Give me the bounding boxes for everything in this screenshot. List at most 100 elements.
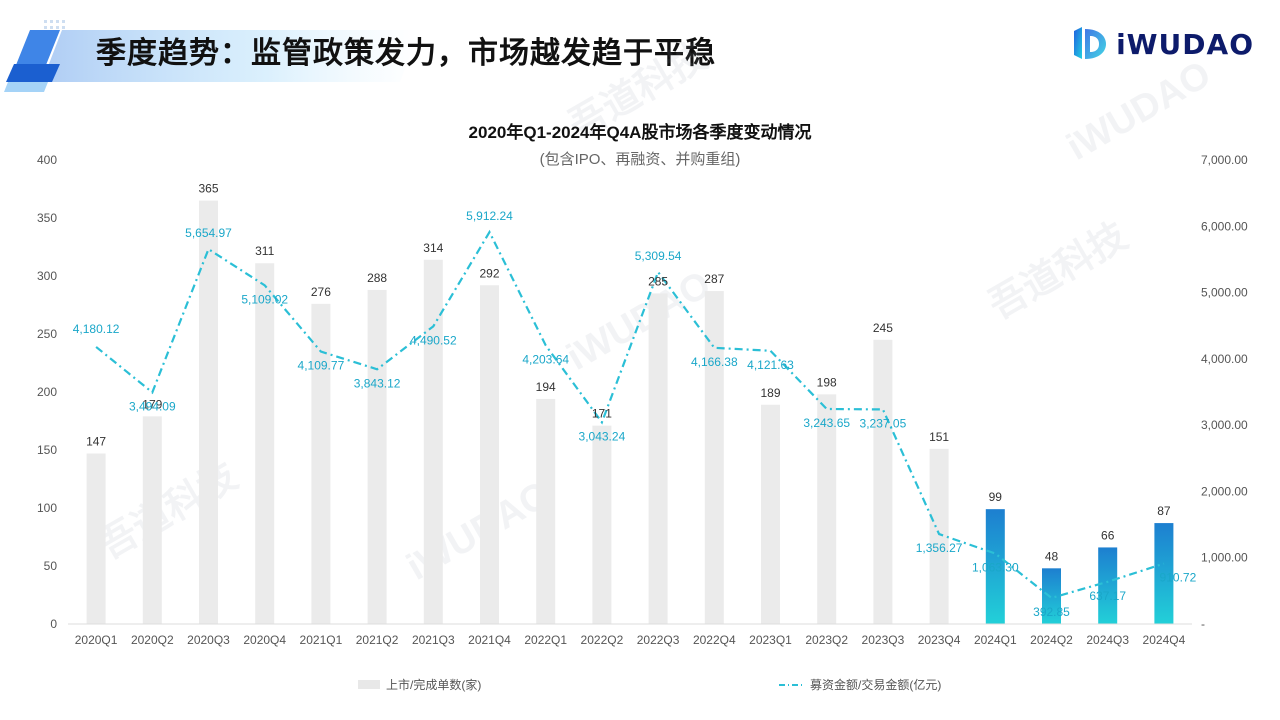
y-right-tick-label: 6,000.00 <box>1201 219 1248 233</box>
header-band: 季度趋势：监管政策发力，市场越发趋于平稳 iWUDAO <box>0 0 1280 100</box>
x-tick-label: 2021Q2 <box>356 633 399 647</box>
bar <box>142 416 162 624</box>
line-value-label: 3,237.05 <box>860 416 907 430</box>
bar-value-label: 365 <box>198 182 218 196</box>
x-tick-label: 2023Q2 <box>805 633 848 647</box>
line-value-label: 637.17 <box>1089 589 1126 603</box>
x-tick-label: 2021Q1 <box>300 633 343 647</box>
bar <box>480 285 499 624</box>
line-value-label: 4,180.12 <box>73 322 120 336</box>
bar-value-label: 48 <box>1045 549 1059 563</box>
bar-value-label: 285 <box>648 274 668 288</box>
x-tick-label: 2023Q3 <box>862 633 905 647</box>
bar-value-label: 66 <box>1101 528 1115 542</box>
line-value-label: 392.85 <box>1033 605 1070 619</box>
bar-value-label: 311 <box>255 244 274 258</box>
x-tick-label: 2021Q4 <box>468 633 511 647</box>
bar <box>423 259 443 624</box>
y-right-tick-label: 1,000.00 <box>1201 551 1248 565</box>
legend-bar-label: 上市/完成单数(家) <box>386 678 482 692</box>
bar <box>985 509 1005 624</box>
bar <box>199 200 218 624</box>
legend-bar: 上市/完成单数(家) <box>358 676 481 693</box>
x-tick-label: 2021Q3 <box>412 633 455 647</box>
header-decoration <box>4 20 420 92</box>
bar <box>704 291 724 624</box>
legend-line-swatch <box>779 683 803 686</box>
x-tick-label: 2023Q1 <box>749 633 792 647</box>
y-left-tick-label: 350 <box>37 211 57 225</box>
bar <box>536 398 556 624</box>
bar-value-label: 171 <box>592 407 612 421</box>
chart-title: 2020年Q1-2024年Q4A股市场各季度变动情况 <box>468 123 812 142</box>
bar <box>817 394 837 624</box>
bar-value-label: 288 <box>367 271 387 285</box>
bar <box>929 448 949 624</box>
x-tick-label: 2020Q4 <box>243 633 286 647</box>
y-left-tick-label: 0 <box>50 617 57 631</box>
line-value-label: 4,490.52 <box>410 333 457 347</box>
y-right-tick-label: 5,000.00 <box>1201 286 1248 300</box>
bar-value-label: 194 <box>536 380 556 394</box>
bar-value-label: 276 <box>311 285 331 299</box>
legend-line-label: 募资金额/交易金额(亿元) <box>810 678 942 692</box>
bar-value-label: 99 <box>989 490 1003 504</box>
y-left-tick-label: 250 <box>37 327 57 341</box>
bar <box>1154 523 1174 624</box>
bar-value-label: 314 <box>423 241 443 255</box>
line-value-label: 5,309.54 <box>635 249 682 263</box>
bar-value-label: 151 <box>929 430 949 444</box>
line-series <box>95 229 1165 600</box>
bar <box>367 289 387 624</box>
bar-value-label: 87 <box>1157 504 1171 518</box>
x-tick-label: 2022Q4 <box>693 633 736 647</box>
y-right-tick-label: 3,000.00 <box>1201 418 1248 432</box>
bar-value-label: 189 <box>760 386 780 400</box>
bar <box>873 339 893 624</box>
x-tick-label: 2024Q4 <box>1143 633 1186 647</box>
chart-subtitle: (包含IPO、再融资、并购重组) <box>539 151 741 168</box>
line-value-label: 4,109.77 <box>298 359 345 373</box>
y-left-tick-label: 50 <box>44 559 58 573</box>
x-tick-label: 2022Q1 <box>524 633 567 647</box>
line-value-label: 4,203.64 <box>522 352 569 366</box>
x-tick-label: 2024Q1 <box>974 633 1017 647</box>
line-value-label: 4,121.63 <box>747 358 794 372</box>
line-value-label: 3,043.24 <box>579 429 626 443</box>
x-tick-label: 2020Q2 <box>131 633 174 647</box>
legend-line: 募资金额/交易金额(亿元) <box>778 676 941 693</box>
x-tick-label: 2022Q2 <box>581 633 624 647</box>
line-value-label: 910.72 <box>1160 571 1197 585</box>
brand-name: iWUDAO <box>1116 27 1254 61</box>
bar <box>648 293 668 624</box>
line-value-label: 4,166.38 <box>691 355 738 369</box>
y-left-tick-label: 100 <box>37 501 57 515</box>
y-left-tick-label: 300 <box>37 269 57 283</box>
brand-logo: iWUDAO <box>1070 22 1254 66</box>
line-value-label: 1,063.30 <box>972 561 1019 575</box>
line-value-label: 3,494.09 <box>129 399 176 413</box>
x-tick-label: 2023Q4 <box>918 633 961 647</box>
line-value-label: 5,654.97 <box>185 226 232 240</box>
bar-value-label: 147 <box>86 434 106 448</box>
bar <box>761 404 780 624</box>
bar-value-label: 292 <box>479 266 499 280</box>
line-value-label: 1,356.27 <box>916 541 963 555</box>
line-value-label: 5,109.02 <box>241 292 288 306</box>
bar <box>255 263 275 624</box>
y-left-tick-label: 150 <box>37 443 57 457</box>
y-left-tick-label: 400 <box>37 153 57 167</box>
line-value-label: 5,912.24 <box>466 209 513 223</box>
line-value-label: 3,243.65 <box>803 416 850 430</box>
x-tick-label: 2020Q3 <box>187 633 230 647</box>
bar-value-label: 245 <box>873 321 893 335</box>
y-right-tick-label: 4,000.00 <box>1201 352 1248 366</box>
brand-icon <box>1074 27 1107 59</box>
bar <box>311 303 331 624</box>
x-tick-label: 2024Q3 <box>1086 633 1129 647</box>
bar <box>86 453 106 624</box>
y-left-tick-label: 200 <box>37 385 57 399</box>
bar-value-label: 198 <box>817 375 837 389</box>
x-tick-label: 2022Q3 <box>637 633 680 647</box>
